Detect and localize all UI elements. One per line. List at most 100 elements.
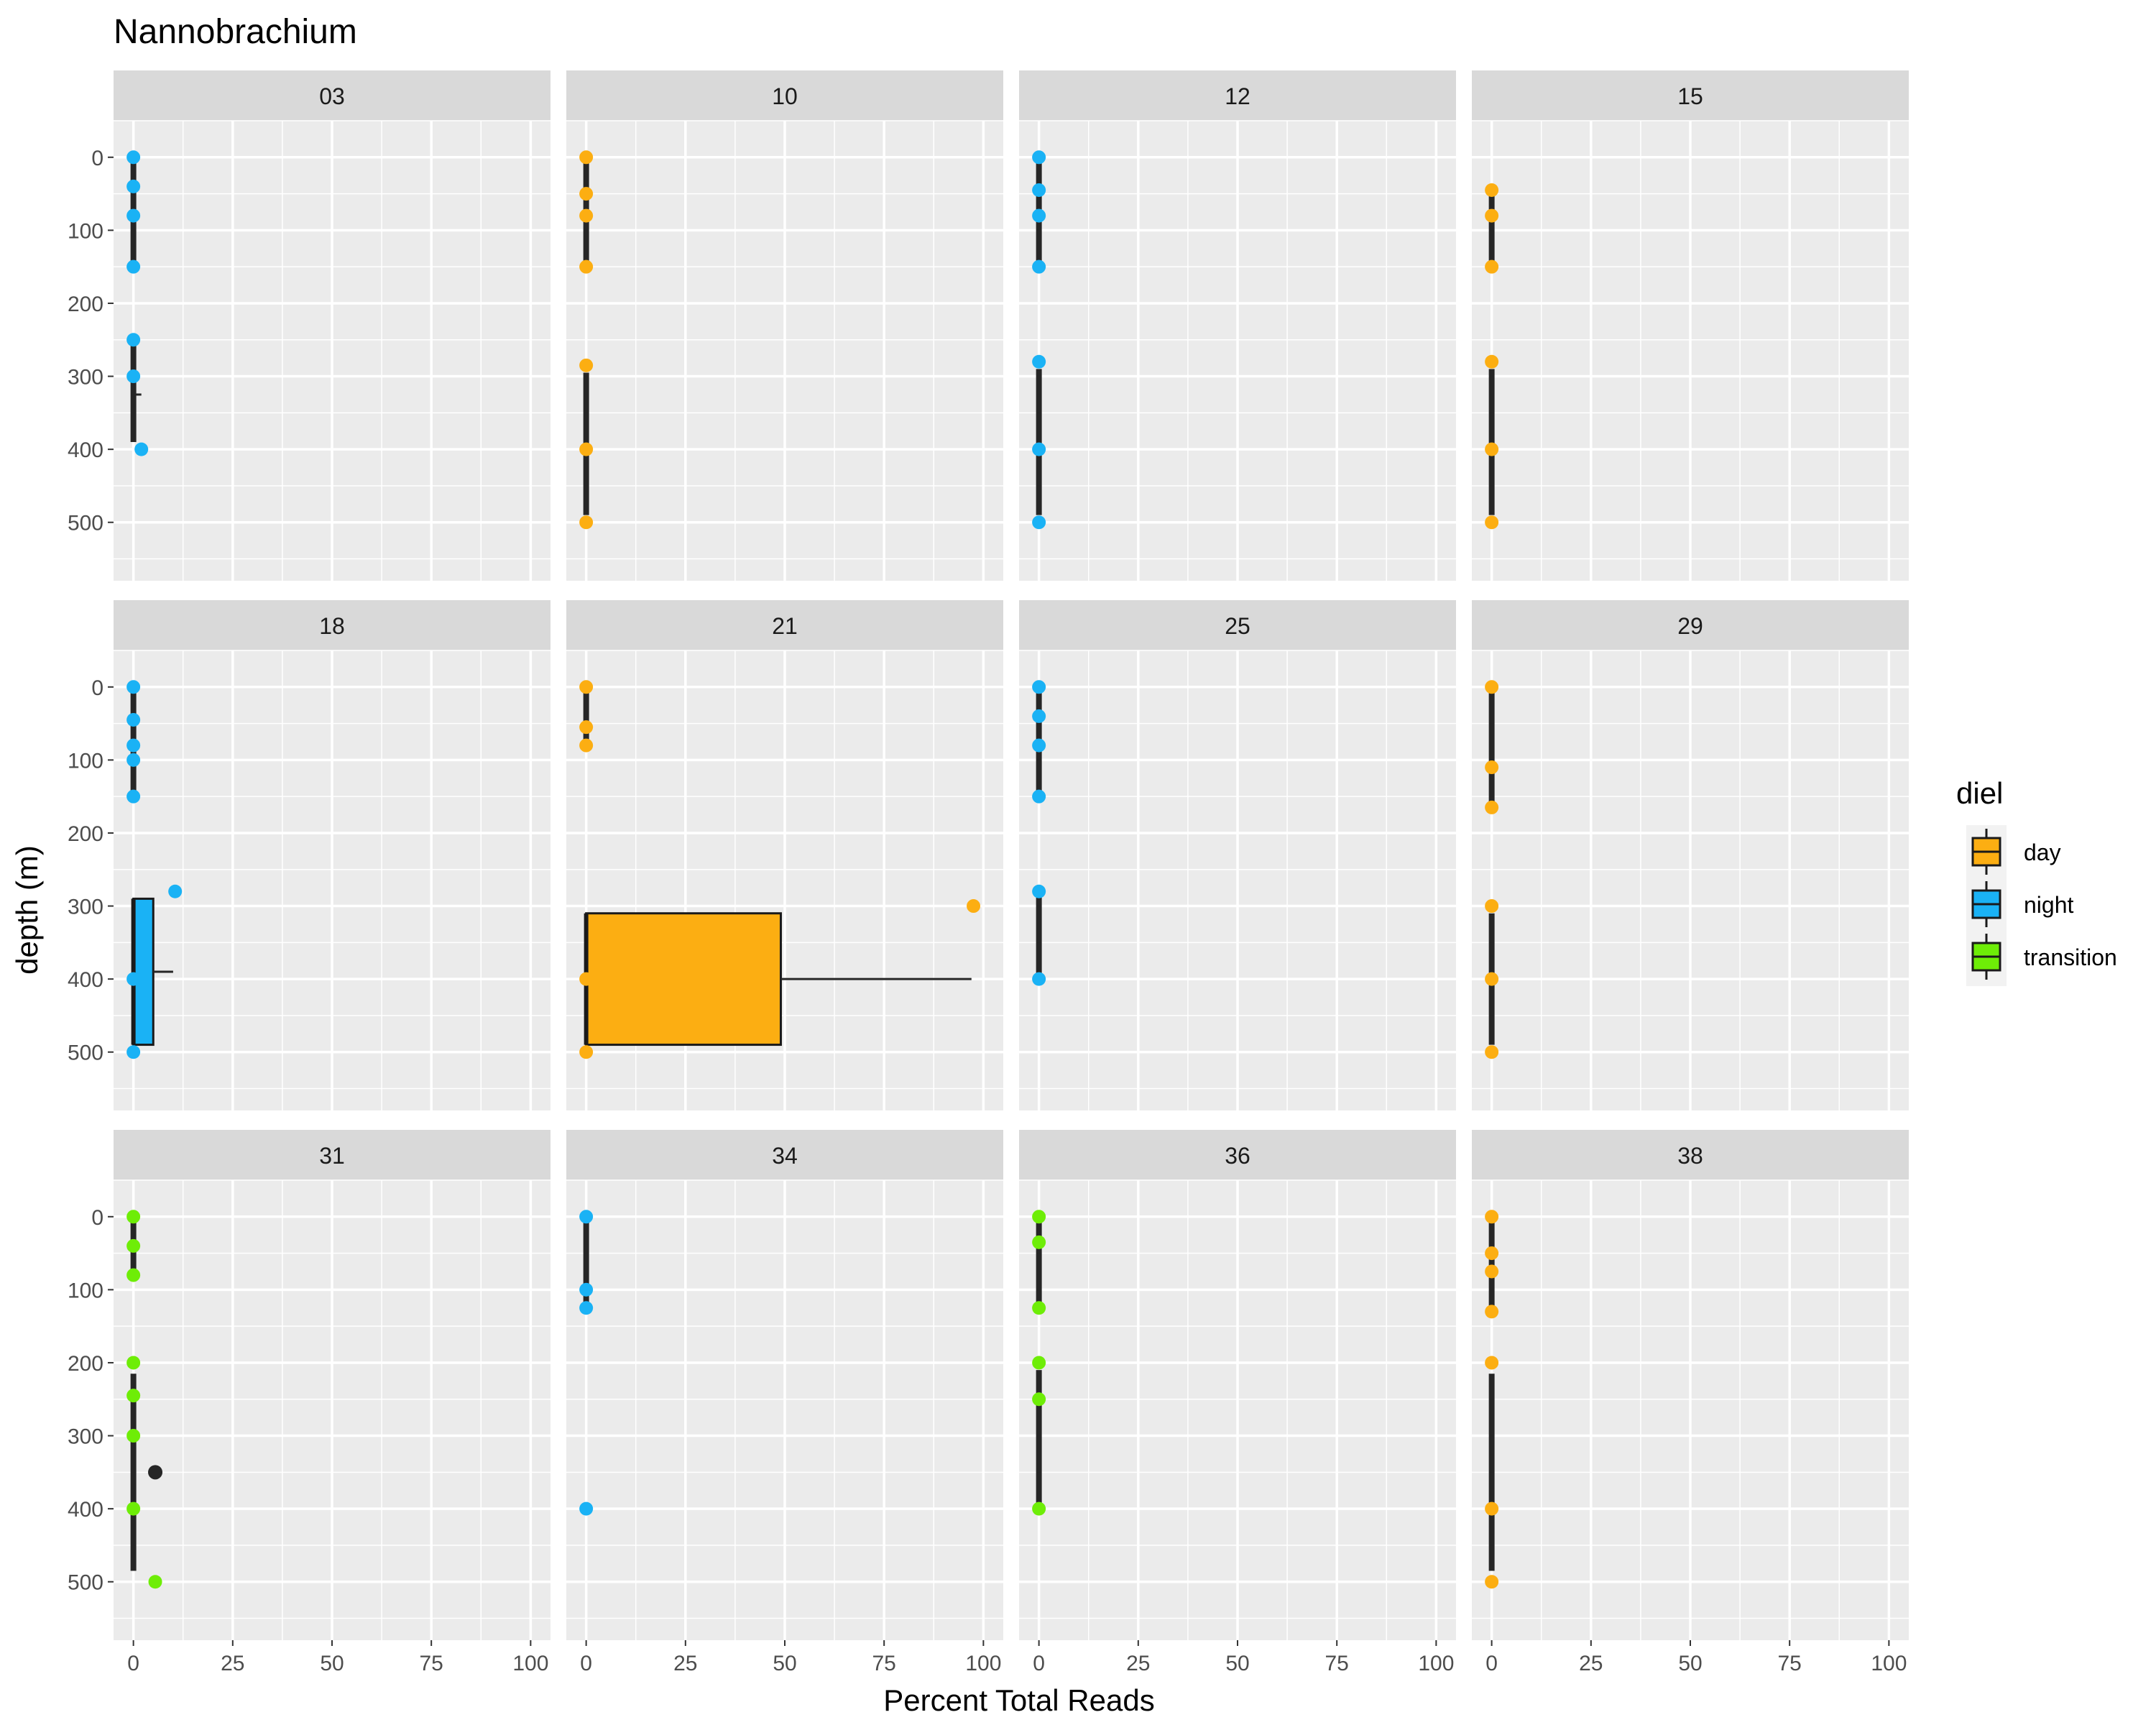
data-point-day — [1485, 354, 1499, 369]
data-point-night — [579, 1301, 594, 1315]
data-point-transition — [1032, 1210, 1046, 1224]
x-tick-label: 50 — [320, 1652, 344, 1675]
data-point-day — [579, 680, 594, 694]
data-point-day — [1485, 259, 1499, 274]
y-tick-label: 400 — [68, 968, 103, 992]
facet-panel-12: 12 — [1019, 70, 1456, 581]
facet-strip — [1019, 1130, 1456, 1180]
facet-strip-label: 03 — [319, 83, 345, 109]
data-point-transition — [1032, 1392, 1046, 1407]
facet-panel-31: 31 0 100 200 300 400 500 0 25 50 75 100 — [68, 1130, 550, 1675]
data-point-day — [1485, 1264, 1499, 1279]
facet-strip — [114, 600, 550, 650]
data-point-night — [1032, 680, 1046, 694]
x-tick-label: 25 — [1126, 1652, 1150, 1675]
data-point-night — [1032, 354, 1046, 369]
x-tick-label: 25 — [221, 1652, 244, 1675]
data-point-day — [579, 187, 594, 201]
y-tick-label: 400 — [68, 438, 103, 462]
x-tick-label: 75 — [872, 1652, 895, 1675]
facet-strip-label: 29 — [1677, 613, 1703, 639]
y-tick-label: 300 — [68, 1425, 103, 1449]
data-point-night — [1032, 972, 1046, 986]
facet-strip — [1472, 70, 1909, 121]
data-point-transition — [126, 1501, 141, 1516]
x-tick-label: 100 — [1871, 1652, 1907, 1675]
data-point-transition — [126, 1356, 141, 1370]
y-tick-label: 500 — [68, 512, 103, 535]
y-tick-label: 100 — [68, 1279, 103, 1302]
data-point-day — [1485, 1305, 1499, 1319]
data-point-transition — [126, 1429, 141, 1443]
data-point-transition — [1032, 1501, 1046, 1516]
data-point-day — [1485, 183, 1499, 198]
data-point-night — [126, 369, 141, 384]
data-point-transition — [1032, 1356, 1046, 1370]
data-point-day — [579, 358, 594, 372]
data-point-night — [126, 972, 141, 986]
y-tick-label: 200 — [68, 1352, 103, 1376]
data-point-night — [126, 179, 141, 193]
y-tick-label: 100 — [68, 219, 103, 243]
facet-panel-15: 15 — [1472, 70, 1909, 581]
data-point-night — [126, 259, 141, 274]
y-tick-label: 500 — [68, 1041, 103, 1065]
facet-panel-38: 38 0 25 50 75 100 — [1472, 1130, 1909, 1675]
box-day — [585, 912, 782, 1046]
facet-strip-label: 36 — [1225, 1143, 1250, 1169]
data-point-day — [579, 738, 594, 753]
data-point-day — [1485, 1356, 1499, 1370]
data-point-night — [1032, 442, 1046, 456]
data-point-transition — [126, 1389, 141, 1403]
data-point-transition — [126, 1210, 141, 1224]
facet-panel-34: 34 0 25 50 75 100 — [566, 1130, 1003, 1675]
facet-strip-label: 31 — [319, 1143, 345, 1169]
data-point-day — [579, 442, 594, 456]
data-point-night — [579, 1501, 594, 1516]
x-tick-label: 0 — [1485, 1652, 1498, 1675]
data-point-night — [1032, 515, 1046, 530]
data-point-transition — [1032, 1301, 1046, 1315]
data-point-day — [579, 515, 594, 530]
facet-panel-25: 25 — [1019, 600, 1456, 1110]
facet-strip — [114, 70, 550, 121]
data-point-night — [134, 442, 149, 456]
data-point-day — [579, 208, 594, 223]
x-tick-label: 50 — [1678, 1652, 1702, 1675]
legend-label-day: day — [2024, 840, 2061, 865]
facet-strip — [1472, 1130, 1909, 1180]
data-point-day — [1485, 972, 1499, 986]
x-tick-label: 75 — [419, 1652, 443, 1675]
data-point-night — [1032, 789, 1046, 804]
x-tick-label: 25 — [673, 1652, 697, 1675]
legend-label-night: night — [2024, 892, 2074, 918]
x-tick-label: 0 — [1033, 1652, 1045, 1675]
data-point-night — [126, 1045, 141, 1059]
data-point-night — [126, 333, 141, 347]
facet-panel-03: 03 0 100 200 300 400 500 — [68, 70, 550, 581]
data-point-transition — [1032, 1235, 1046, 1249]
data-point-transition — [126, 1268, 141, 1282]
facet-panel-18: 18 0 100 200 300 400 500 — [68, 600, 550, 1110]
facet-strip — [566, 70, 1003, 121]
outlier-point — [148, 1465, 163, 1480]
data-point-day — [579, 1045, 594, 1059]
data-point-transition — [126, 1238, 141, 1253]
data-point-night — [579, 1282, 594, 1297]
y-tick-label: 100 — [68, 749, 103, 773]
data-point-day — [1485, 442, 1499, 456]
facet-strip-label: 34 — [772, 1143, 798, 1169]
x-tick-label: 50 — [1225, 1652, 1249, 1675]
y-tick-label: 400 — [68, 1498, 103, 1522]
data-point-night — [1032, 884, 1046, 898]
data-point-night — [126, 753, 141, 767]
x-tick-label: 0 — [127, 1652, 139, 1675]
y-tick-label: 0 — [91, 147, 103, 170]
x-tick-label: 75 — [1325, 1652, 1348, 1675]
data-point-day — [1485, 760, 1499, 775]
data-point-night — [126, 713, 141, 727]
data-point-night — [1032, 738, 1046, 753]
x-tick-label: 25 — [1579, 1652, 1603, 1675]
data-point-night — [1032, 709, 1046, 723]
